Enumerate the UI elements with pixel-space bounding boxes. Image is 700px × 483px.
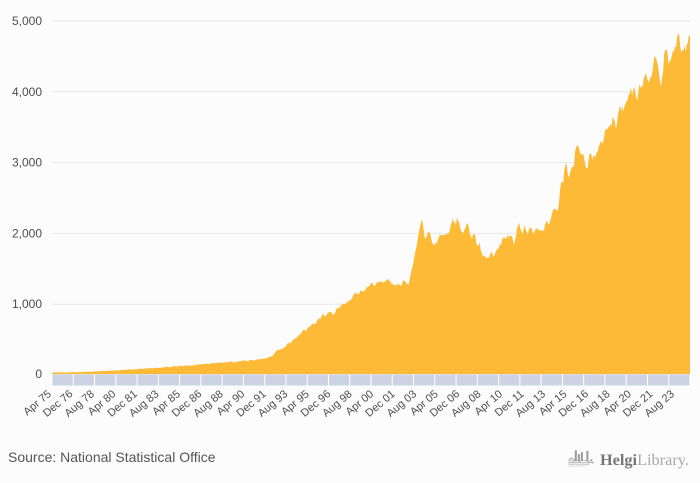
svg-text:1,000: 1,000	[12, 297, 42, 311]
svg-text:HelgiLibrary.: HelgiLibrary.	[600, 450, 689, 469]
svg-text:4,000: 4,000	[12, 85, 42, 99]
svg-text:2,000: 2,000	[12, 226, 42, 240]
svg-text:5,000: 5,000	[12, 14, 42, 28]
svg-text:3,000: 3,000	[12, 156, 42, 170]
svg-text:0: 0	[35, 367, 42, 381]
